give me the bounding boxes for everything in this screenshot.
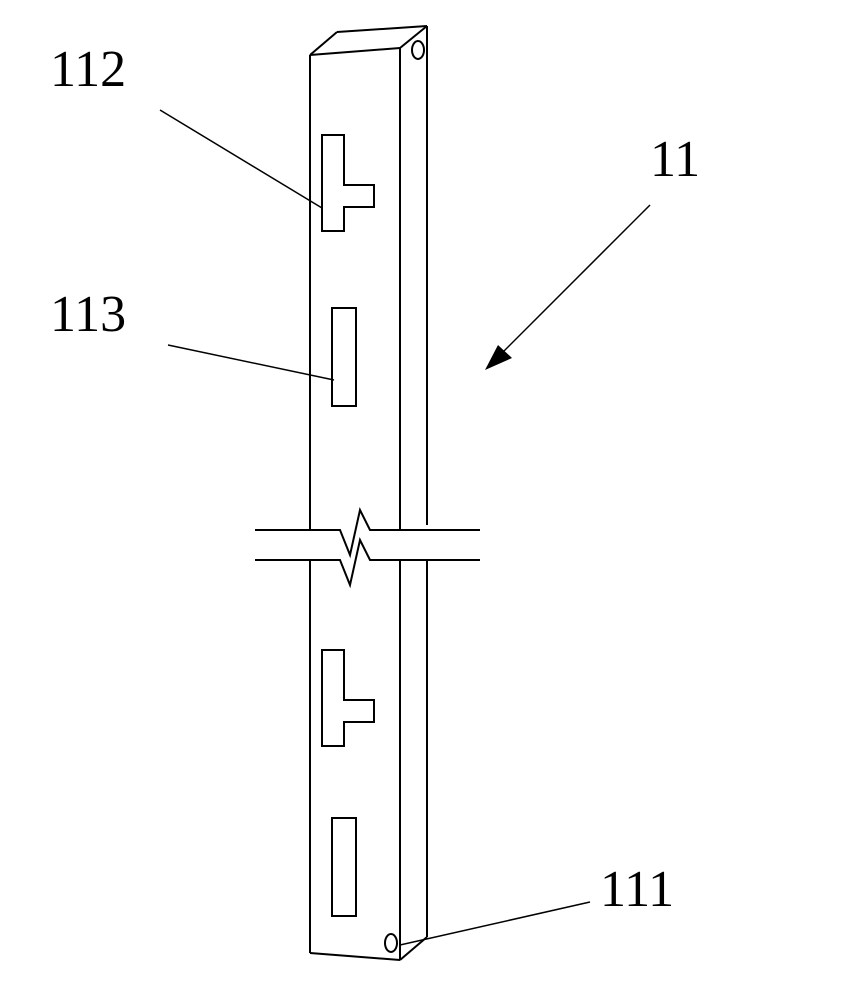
break-symbol [255,510,480,585]
leader-111 [400,902,590,945]
bottom-hole [385,934,397,952]
label-111: 111 [600,860,674,919]
leader-11 [485,205,650,370]
z-slot-upper [322,135,374,231]
top-hole [412,41,424,59]
column-lower [310,560,427,960]
technical-diagram: 112 113 11 111 [0,0,845,1000]
label-113: 113 [50,285,126,344]
label-112: 112 [50,40,126,99]
label-11: 11 [650,130,700,189]
diagram-svg [0,0,845,1000]
z-slot-lower [322,650,374,746]
rect-slot-lower [332,818,356,916]
rect-slot-upper [332,308,356,406]
column-upper [310,26,427,530]
leader-112 [160,110,322,208]
